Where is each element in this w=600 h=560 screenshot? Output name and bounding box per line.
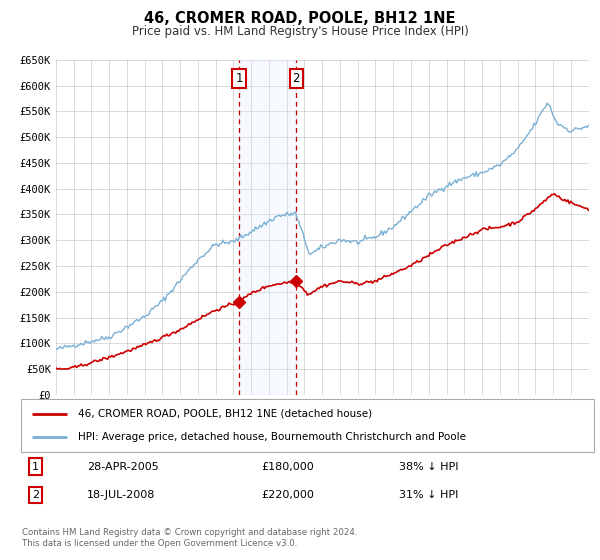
Text: 46, CROMER ROAD, POOLE, BH12 1NE: 46, CROMER ROAD, POOLE, BH12 1NE [144, 11, 456, 26]
Text: This data is licensed under the Open Government Licence v3.0.: This data is licensed under the Open Gov… [22, 539, 298, 548]
Text: 2: 2 [293, 72, 300, 85]
Text: 28-APR-2005: 28-APR-2005 [87, 461, 158, 472]
Text: HPI: Average price, detached house, Bournemouth Christchurch and Poole: HPI: Average price, detached house, Bour… [79, 432, 466, 442]
Text: £220,000: £220,000 [262, 490, 314, 500]
Text: 2: 2 [32, 490, 39, 500]
Bar [239, 60, 296, 395]
Text: 31% ↓ HPI: 31% ↓ HPI [399, 490, 458, 500]
Text: 1: 1 [235, 72, 243, 85]
Text: Contains HM Land Registry data © Crown copyright and database right 2024.: Contains HM Land Registry data © Crown c… [22, 528, 358, 536]
Text: 1: 1 [32, 461, 39, 472]
Text: Price paid vs. HM Land Registry's House Price Index (HPI): Price paid vs. HM Land Registry's House … [131, 25, 469, 38]
Text: 38% ↓ HPI: 38% ↓ HPI [399, 461, 458, 472]
Text: 18-JUL-2008: 18-JUL-2008 [87, 490, 155, 500]
Text: 46, CROMER ROAD, POOLE, BH12 1NE (detached house): 46, CROMER ROAD, POOLE, BH12 1NE (detach… [79, 409, 373, 419]
Text: £180,000: £180,000 [262, 461, 314, 472]
